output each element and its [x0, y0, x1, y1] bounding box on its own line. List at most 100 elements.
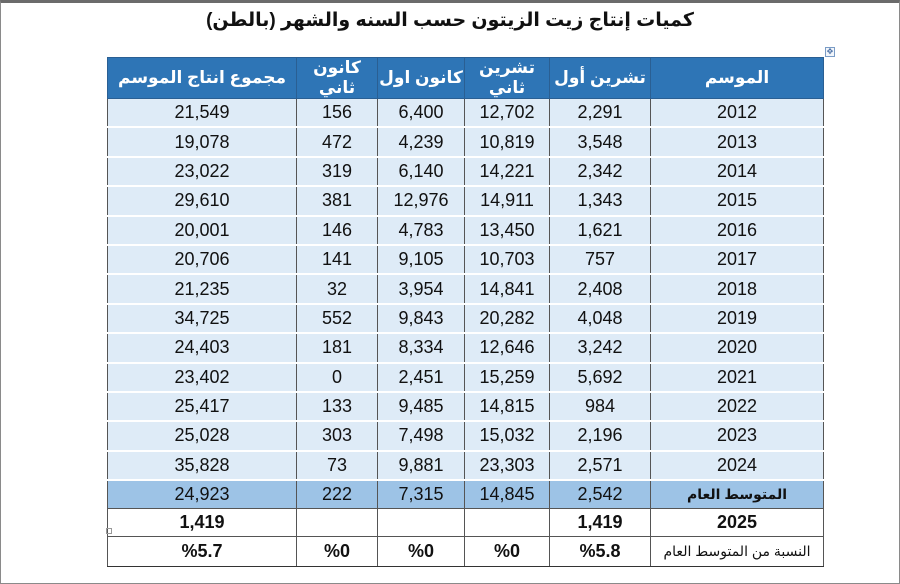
table-cell: 73 [296, 450, 378, 482]
table-cell: 133 [296, 391, 378, 423]
table-cell: 10,819 [464, 126, 550, 158]
table-cell: النسبة من المتوسط العام [650, 536, 824, 568]
table-cell: 12,646 [464, 332, 550, 364]
table-cell: 2014 [650, 156, 824, 188]
ratio-row: النسبة من المتوسط العام %5.8 %0 %0 %0 %5.7 [107, 536, 824, 568]
column-header: كانون اول [377, 57, 465, 99]
table-row: 2015 1,343 14,911 12,976 381 29,610 [107, 185, 824, 217]
table-cell: 146 [296, 215, 378, 246]
table-header-row: الموسم تشرين أول تشرين ثاني كانون اول كانون … [107, 57, 824, 99]
table-cell: 19,078 [107, 126, 297, 158]
table-cell: 2016 [650, 215, 824, 246]
table-cell: 1,419 [107, 508, 297, 538]
table-cell: 2,408 [549, 273, 651, 305]
table-cell: 14,845 [464, 479, 550, 510]
column-header: تشرين أول [549, 57, 651, 99]
table-cell: 141 [296, 244, 378, 276]
olive-oil-production-table: الموسم تشرين أول تشرين ثاني كانون اول كانون … [107, 57, 824, 568]
table-row: 2013 3,548 10,819 4,239 472 19,078 [107, 126, 824, 158]
table-cell: 3,954 [377, 273, 465, 305]
table-cell: 156 [296, 98, 378, 129]
table-cell: 34,725 [107, 303, 297, 335]
table-cell: 14,911 [464, 185, 550, 217]
table-row: 2024 2,571 23,303 9,881 73 35,828 [107, 450, 824, 482]
column-header: الموسم [650, 57, 824, 99]
table-end-marker [106, 528, 112, 534]
table-cell: 20,706 [107, 244, 297, 276]
table-cell: 13,450 [464, 215, 550, 246]
table-cell: 2025 [650, 508, 824, 538]
table-cell: 9,105 [377, 244, 465, 276]
table-cell [377, 508, 465, 538]
table-cell: 32 [296, 273, 378, 305]
table-cell [296, 508, 378, 538]
table-cell: 5,692 [549, 362, 651, 393]
table-cell: 381 [296, 185, 378, 217]
table-cell: 20,282 [464, 303, 550, 335]
table-cell: 2,542 [549, 479, 651, 510]
table-cell: 14,815 [464, 391, 550, 423]
table-row: 2021 5,692 15,259 2,451 0 23,402 [107, 362, 824, 393]
table-cell: 4,239 [377, 126, 465, 158]
table-cell: 2012 [650, 98, 824, 129]
table-cell: 21,549 [107, 98, 297, 129]
table-cell: 2015 [650, 185, 824, 217]
table-cell: 23,022 [107, 156, 297, 188]
table-cell: 24,923 [107, 479, 297, 510]
table-cell: 25,028 [107, 420, 297, 452]
table-cell: 2019 [650, 303, 824, 335]
table-cell [464, 508, 550, 538]
table-cell: 7,315 [377, 479, 465, 510]
table-cell: 2021 [650, 362, 824, 393]
table-cell: %5.7 [107, 536, 297, 568]
table-cell: 23,402 [107, 362, 297, 393]
table-cell: %0 [377, 536, 465, 568]
table-cell: 12,976 [377, 185, 465, 217]
table-cell: 319 [296, 156, 378, 188]
table-cell: 21,235 [107, 273, 297, 305]
table-cell: 24,403 [107, 332, 297, 364]
table-cell: 23,303 [464, 450, 550, 482]
table-row: 2022 984 14,815 9,485 133 25,417 [107, 391, 824, 423]
table-cell: %0 [464, 536, 550, 568]
table-cell: 2,342 [549, 156, 651, 188]
table-cell: %5.8 [549, 536, 651, 568]
table-cell: 2022 [650, 391, 824, 423]
table-cell: المتوسط العام [650, 479, 824, 510]
table-cell: 1,343 [549, 185, 651, 217]
table-cell: 3,548 [549, 126, 651, 158]
current-season-row: 2025 1,419 1,419 [107, 508, 824, 538]
document-title: كميات إنتاج زيت الزيتون حسب السنه والشهر… [206, 10, 694, 31]
table-cell: 14,221 [464, 156, 550, 188]
table-row: 2016 1,621 13,450 4,783 146 20,001 [107, 215, 824, 246]
table-cell: 2,571 [549, 450, 651, 482]
table-move-handle-icon[interactable]: ✥ [825, 47, 835, 57]
average-row: المتوسط العام 2,542 14,845 7,315 222 24,923 [107, 479, 824, 510]
table-cell: 4,048 [549, 303, 651, 335]
table-cell: 9,485 [377, 391, 465, 423]
table-cell: 1,419 [549, 508, 651, 538]
table-cell: 6,400 [377, 98, 465, 129]
table-cell: 2017 [650, 244, 824, 276]
table-cell: 12,702 [464, 98, 550, 129]
table-cell: 181 [296, 332, 378, 364]
table-cell: 2013 [650, 126, 824, 158]
table-cell: 472 [296, 126, 378, 158]
table-cell: 3,242 [549, 332, 651, 364]
table-cell: 552 [296, 303, 378, 335]
column-header: كانون ثاني [296, 57, 378, 99]
table-cell: 14,841 [464, 273, 550, 305]
table-row: 2018 2,408 14,841 3,954 32 21,235 [107, 273, 824, 305]
table-cell: 2,291 [549, 98, 651, 129]
table-cell: 7,498 [377, 420, 465, 452]
table-cell: 10,703 [464, 244, 550, 276]
table-cell: 2023 [650, 420, 824, 452]
table-cell: 35,828 [107, 450, 297, 482]
table-cell: 222 [296, 479, 378, 510]
table-cell: 1,621 [549, 215, 651, 246]
table-cell: 9,881 [377, 450, 465, 482]
table-cell: 20,001 [107, 215, 297, 246]
column-header: تشرين ثاني [464, 57, 550, 99]
table-cell: %0 [296, 536, 378, 568]
table-cell: 15,032 [464, 420, 550, 452]
